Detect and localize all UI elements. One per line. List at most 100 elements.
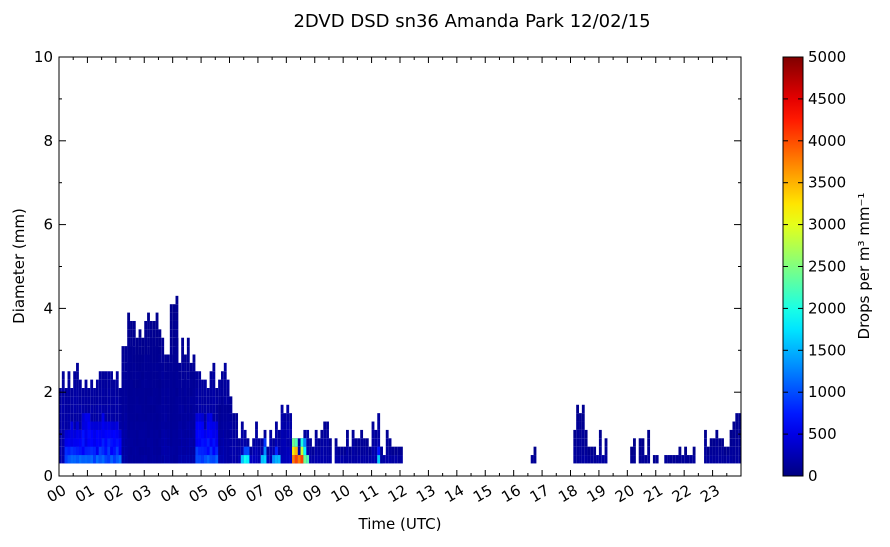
heatmap-cell xyxy=(67,388,71,397)
heatmap-cell xyxy=(138,413,142,422)
heatmap-cell xyxy=(67,413,71,422)
heatmap-cell xyxy=(115,455,119,464)
heatmap-cell xyxy=(226,438,230,447)
heatmap-cell xyxy=(158,388,162,397)
heatmap-cell xyxy=(189,413,193,422)
heatmap-cell xyxy=(169,320,173,330)
heatmap-cell xyxy=(579,413,582,422)
heatmap-cell xyxy=(141,354,145,363)
heatmap-cell xyxy=(215,446,219,456)
heatmap-cell xyxy=(334,438,338,447)
heatmap-cell xyxy=(127,455,131,464)
heatmap-cell xyxy=(172,455,176,464)
heatmap-cell xyxy=(374,438,378,447)
heatmap-cell xyxy=(192,455,196,464)
heatmap-cell xyxy=(87,388,91,397)
heatmap-cell xyxy=(130,371,133,380)
heatmap-cell xyxy=(186,446,190,456)
heatmap-cell xyxy=(704,438,707,447)
heatmap-cell xyxy=(67,379,71,389)
heatmap-cell xyxy=(138,404,142,414)
heatmap-cell xyxy=(158,421,162,430)
heatmap-cell xyxy=(630,446,634,456)
heatmap-cell xyxy=(669,455,673,464)
heatmap-cell xyxy=(215,429,219,439)
heatmap-cell xyxy=(681,455,685,464)
heatmap-cell xyxy=(101,379,105,389)
heatmap-cell xyxy=(81,446,85,456)
heatmap-cell xyxy=(101,404,105,414)
heatmap-cell xyxy=(138,346,142,355)
heatmap-cell xyxy=(107,404,111,414)
heatmap-cell xyxy=(152,404,156,414)
heatmap-cell xyxy=(357,446,361,456)
heatmap-cell xyxy=(186,438,190,447)
heatmap-cell xyxy=(394,455,398,464)
heatmap-cell xyxy=(144,371,148,380)
heatmap-cell xyxy=(255,421,258,430)
heatmap-cell xyxy=(715,429,719,439)
heatmap-cell xyxy=(272,455,275,464)
heatmap-cell xyxy=(212,396,216,405)
heatmap-cell xyxy=(186,413,190,422)
heatmap-cell xyxy=(326,438,329,447)
heatmap-cell xyxy=(201,455,204,464)
heatmap-cell xyxy=(84,429,88,439)
heatmap-cell xyxy=(155,388,159,397)
heatmap-cell xyxy=(70,388,74,397)
heatmap-cell xyxy=(164,362,167,372)
heatmap-cell xyxy=(166,438,170,447)
heatmap-cell xyxy=(292,446,295,456)
heatmap-cell xyxy=(93,421,96,430)
heatmap-cell xyxy=(246,446,250,456)
colorbar-tick-label: 4500 xyxy=(808,90,846,108)
heatmap-cell xyxy=(647,429,651,439)
heatmap-cell xyxy=(73,438,77,447)
heatmap-cell xyxy=(598,438,602,447)
heatmap-cell xyxy=(70,396,74,405)
heatmap-cell xyxy=(729,429,733,439)
heatmap-cell xyxy=(132,429,136,439)
heatmap-cell xyxy=(138,446,142,456)
heatmap-cell xyxy=(181,446,185,456)
heatmap-cell xyxy=(189,396,193,405)
heatmap-cell xyxy=(206,438,210,447)
heatmap-cell xyxy=(706,455,710,464)
heatmap-cell xyxy=(326,421,329,430)
heatmap-cell xyxy=(149,429,153,439)
heatmap-cell xyxy=(130,379,133,389)
heatmap-cell xyxy=(155,362,159,372)
heatmap-cell xyxy=(576,446,580,456)
heatmap-cell xyxy=(323,429,327,439)
heatmap-cell xyxy=(61,438,65,447)
heatmap-cell xyxy=(67,396,71,405)
heatmap-cell xyxy=(144,329,148,338)
heatmap-cell xyxy=(169,396,173,405)
heatmap-cell xyxy=(209,413,213,422)
heatmap-cell xyxy=(84,455,88,464)
heatmap-cell xyxy=(687,455,690,464)
heatmap-cell xyxy=(104,421,108,430)
heatmap-cell xyxy=(206,413,210,422)
heatmap-cell xyxy=(206,421,210,430)
colorbar-tick-label: 2000 xyxy=(808,299,846,317)
heatmap-cell xyxy=(181,413,185,422)
heatmap-cell xyxy=(530,455,534,464)
heatmap-cell xyxy=(198,379,202,389)
heatmap-cell xyxy=(73,404,77,414)
heatmap-cell xyxy=(175,388,179,397)
heatmap-cell xyxy=(141,421,145,430)
heatmap-cell xyxy=(112,446,116,456)
heatmap-cell xyxy=(581,446,585,456)
heatmap-cell xyxy=(67,371,71,380)
heatmap-cell xyxy=(263,455,267,464)
heatmap-cell xyxy=(112,429,116,439)
heatmap-cell xyxy=(363,446,366,456)
heatmap-cell xyxy=(195,455,199,464)
heatmap-cell xyxy=(73,429,77,439)
heatmap-cell xyxy=(87,455,91,464)
x-tick-label: 06 xyxy=(214,481,240,506)
heatmap-cell xyxy=(64,438,68,447)
heatmap-cell xyxy=(132,371,136,380)
heatmap-cell xyxy=(147,421,150,430)
